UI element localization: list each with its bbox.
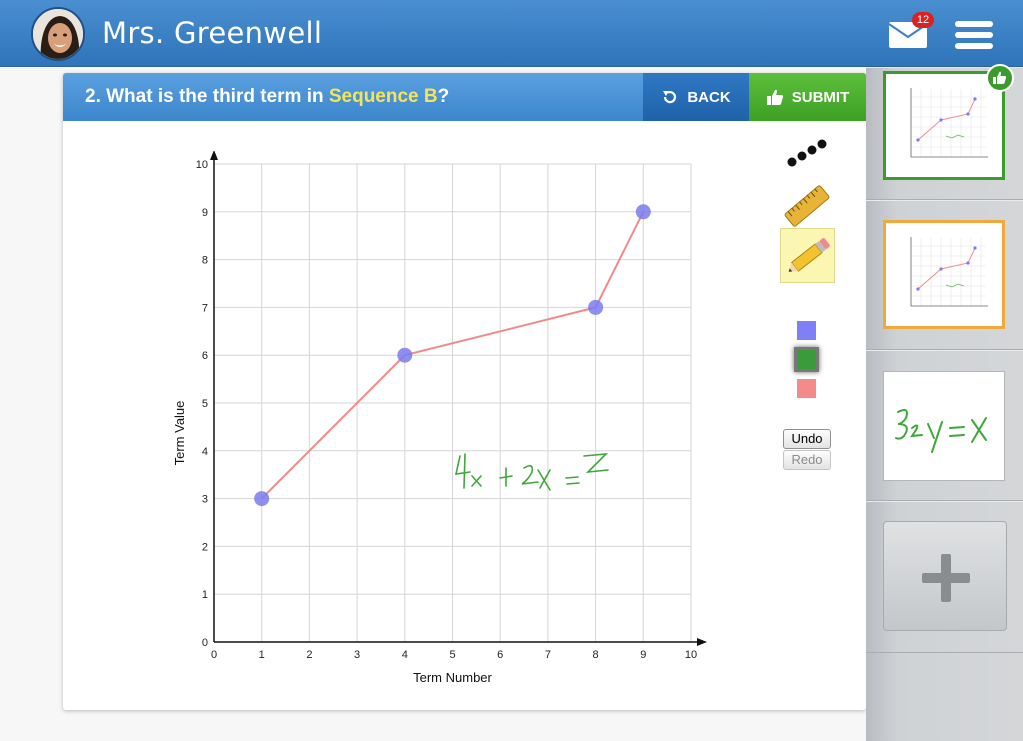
y-tick-label: 2: [202, 541, 208, 553]
x-tick-label: 8: [593, 649, 599, 661]
x-tick-label: 10: [685, 649, 697, 661]
thumbnail-graph-1: [910, 88, 988, 158]
question-text: 2. What is the third term in Sequence B?: [85, 86, 449, 108]
teacher-avatar[interactable]: [31, 7, 85, 61]
add-slide-button[interactable]: [883, 521, 1007, 631]
question-header: 2. What is the third term in Sequence B?…: [63, 73, 866, 121]
back-label: BACK: [687, 88, 731, 106]
slide-slot-2: [866, 200, 1023, 350]
back-button[interactable]: BACK: [643, 73, 749, 121]
y-tick-label: 9: [202, 207, 208, 219]
x-tick-label: 4: [402, 649, 408, 661]
question-card: 2. What is the third term in Sequence B?…: [63, 73, 866, 710]
y-axis-label: Term Value: [172, 401, 187, 466]
question-prefix: 2. What is the third term in: [85, 86, 329, 107]
thumbnail-graph-2: [910, 237, 988, 307]
mail-count-badge: 12: [912, 12, 934, 28]
data-point: [254, 491, 270, 507]
x-axis-label: Term Number: [413, 670, 492, 685]
completed-check-badge: [986, 64, 1014, 92]
slide-thumbnail-2[interactable]: [883, 220, 1005, 329]
plus-icon: [922, 554, 970, 602]
y-tick-label: 5: [202, 398, 208, 410]
undo-button[interactable]: Undo: [783, 429, 831, 449]
x-tick-label: 7: [545, 649, 551, 661]
x-tick-label: 2: [306, 649, 312, 661]
question-highlight: Sequence B: [328, 86, 438, 107]
teacher-name: Mrs. Greenwell: [102, 16, 323, 50]
slide-slot-1: [866, 67, 1023, 200]
hamburger-menu-icon[interactable]: [955, 21, 993, 49]
y-axis-arrow: [210, 151, 218, 160]
slide-thumbnail-1[interactable]: [883, 71, 1005, 180]
slide-slot-4: [866, 501, 1023, 653]
x-tick-label: 6: [497, 649, 503, 661]
thumbnail-handwriting: [895, 409, 987, 453]
pencil-tool-icon[interactable]: [780, 228, 835, 283]
top-bar: Mrs. Greenwell 12: [0, 0, 1023, 67]
x-axis-arrow: [697, 638, 707, 646]
y-tick-label: 7: [202, 302, 208, 314]
slide-slot-3: [866, 350, 1023, 501]
sequence-chart[interactable]: 0 1 2 3 4 5 6 7 8 9 10 0 1 2 3 4 5 6 7 8 9 10 Term Number Term …: [163, 151, 723, 691]
y-tick-label: 3: [202, 494, 208, 506]
mail-icon[interactable]: [888, 18, 930, 50]
y-tick-label: 6: [202, 350, 208, 362]
series-line: [260, 211, 645, 500]
y-tick-label: 0: [202, 637, 208, 649]
x-tick-label: 1: [259, 649, 265, 661]
point-tool-icon[interactable]: [785, 138, 829, 168]
y-tick-label: 8: [202, 255, 208, 267]
page-thumbnails-sidebar: [866, 67, 1023, 741]
data-point: [635, 204, 651, 220]
color-swatch-red[interactable]: [797, 379, 816, 398]
question-suffix: ?: [437, 86, 450, 107]
ruler-tool-icon[interactable]: [781, 181, 833, 231]
avatar-image: [33, 9, 83, 59]
back-arrow-icon: [663, 90, 677, 104]
color-swatch-blue[interactable]: [797, 321, 816, 340]
x-tick-label: 9: [640, 649, 646, 661]
y-tick-label: 10: [196, 159, 208, 171]
submit-button[interactable]: SUBMIT: [749, 73, 866, 121]
submit-label: SUBMIT: [791, 88, 850, 106]
data-point: [397, 347, 413, 363]
slide-thumbnail-3[interactable]: [883, 371, 1005, 481]
thumbs-up-icon: [766, 89, 783, 105]
x-tick-label: 5: [449, 649, 455, 661]
redo-button[interactable]: Redo: [783, 450, 831, 470]
y-tick-label: 1: [202, 589, 208, 601]
y-tick-label: 4: [202, 446, 208, 458]
thumbs-up-icon: [993, 71, 1007, 84]
x-tick-label: 0: [211, 649, 217, 661]
data-point: [588, 299, 604, 315]
handwritten-equation: [454, 453, 609, 491]
color-swatch-green[interactable]: [797, 350, 816, 369]
x-tick-label: 3: [354, 649, 360, 661]
